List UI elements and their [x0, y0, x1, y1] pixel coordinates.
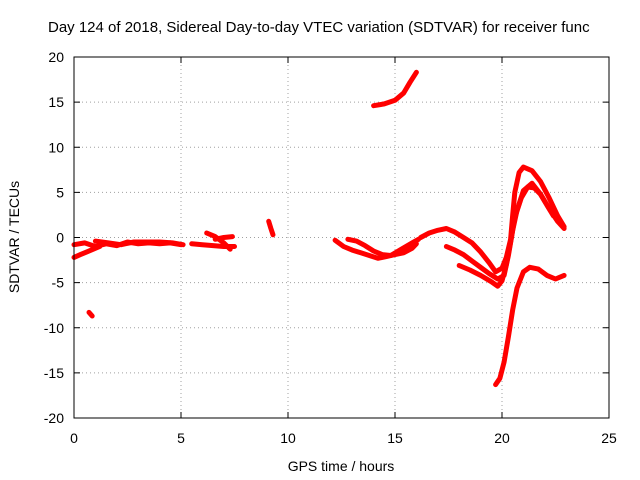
x-tick-label: 0 [70, 430, 78, 446]
trace-seg11 [371, 69, 419, 109]
x-tick-labels: 0 5 10 15 20 25 [70, 430, 617, 446]
data-traces [71, 69, 567, 388]
trace-seg14 [456, 184, 556, 289]
y-tick-label: -10 [44, 320, 64, 336]
y-tick-label: -15 [44, 365, 64, 381]
y-tick-label: 10 [48, 139, 64, 155]
trace-seg10 [345, 236, 421, 258]
trace-seg12 [418, 164, 567, 275]
x-tick-label: 10 [280, 430, 296, 446]
trace-seg15 [493, 264, 567, 388]
trace-seg9 [332, 237, 419, 261]
y-tick-label: 0 [56, 230, 64, 246]
grid [74, 57, 609, 418]
trace-seg2 [71, 244, 103, 260]
chart-title: Day 124 of 2018, Sidereal Day-to-day VTE… [48, 19, 590, 36]
y-tick-label: -5 [52, 275, 65, 291]
y-tick-label: 15 [48, 94, 64, 110]
x-tick-label: 25 [601, 430, 617, 446]
trace-seg3 [92, 238, 186, 248]
x-tick-label: 15 [387, 430, 403, 446]
y-tick-label: 5 [56, 184, 64, 200]
x-axis-label: GPS time / hours [288, 458, 395, 474]
x-tick-label: 20 [494, 430, 510, 446]
x-tick-label: 5 [177, 430, 185, 446]
axis-ticks [73, 56, 610, 419]
y-tick-label: -20 [44, 410, 64, 426]
trace-seg8 [266, 218, 276, 238]
y-tick-labels: -20 -15 -10 -5 0 5 10 15 20 [44, 49, 64, 426]
y-tick-label: 20 [48, 49, 64, 65]
y-axis-label: SDTVAR / TECUs [6, 181, 22, 293]
trace-seg4 [86, 309, 95, 319]
trace-seg7 [212, 234, 235, 242]
